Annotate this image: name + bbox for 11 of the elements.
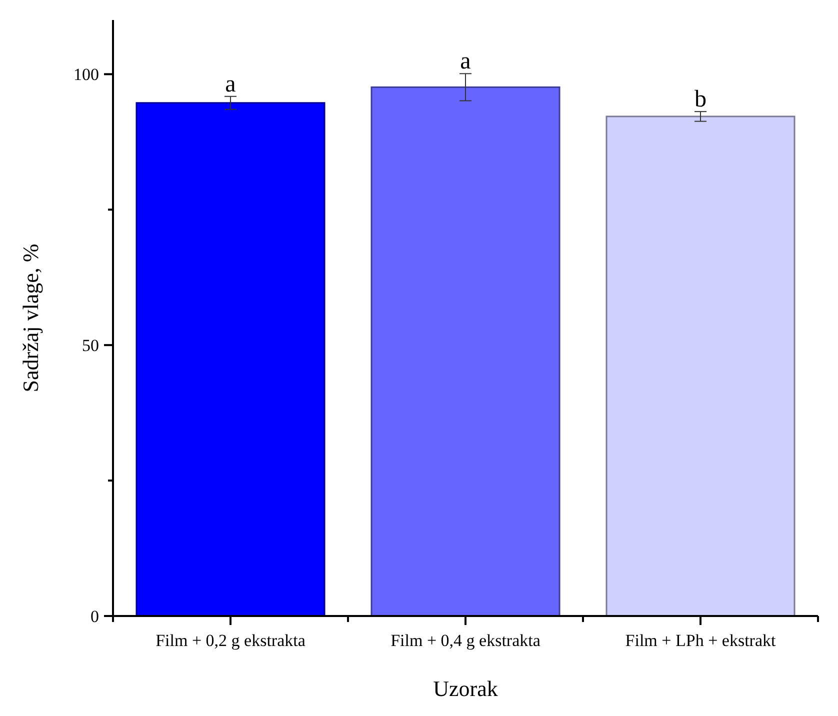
x-tick-label: Film + 0,4 g ekstrakta: [390, 631, 541, 650]
annotation: a: [225, 71, 236, 98]
x-tick-label: Film + 0,2 g ekstrakta: [156, 631, 306, 650]
y-tick-label: 100: [74, 65, 99, 84]
annotation: a: [460, 48, 472, 75]
x-tick-label: Film + LPh + ekstrakt: [625, 631, 776, 650]
y-axis-title: Sadržaj vlage, %: [18, 244, 43, 392]
x-axis-title: Uzorak: [433, 676, 498, 701]
annotation: b: [694, 86, 706, 113]
y-tick-label: 0: [90, 606, 99, 626]
y-tick-label: 50: [82, 336, 99, 356]
